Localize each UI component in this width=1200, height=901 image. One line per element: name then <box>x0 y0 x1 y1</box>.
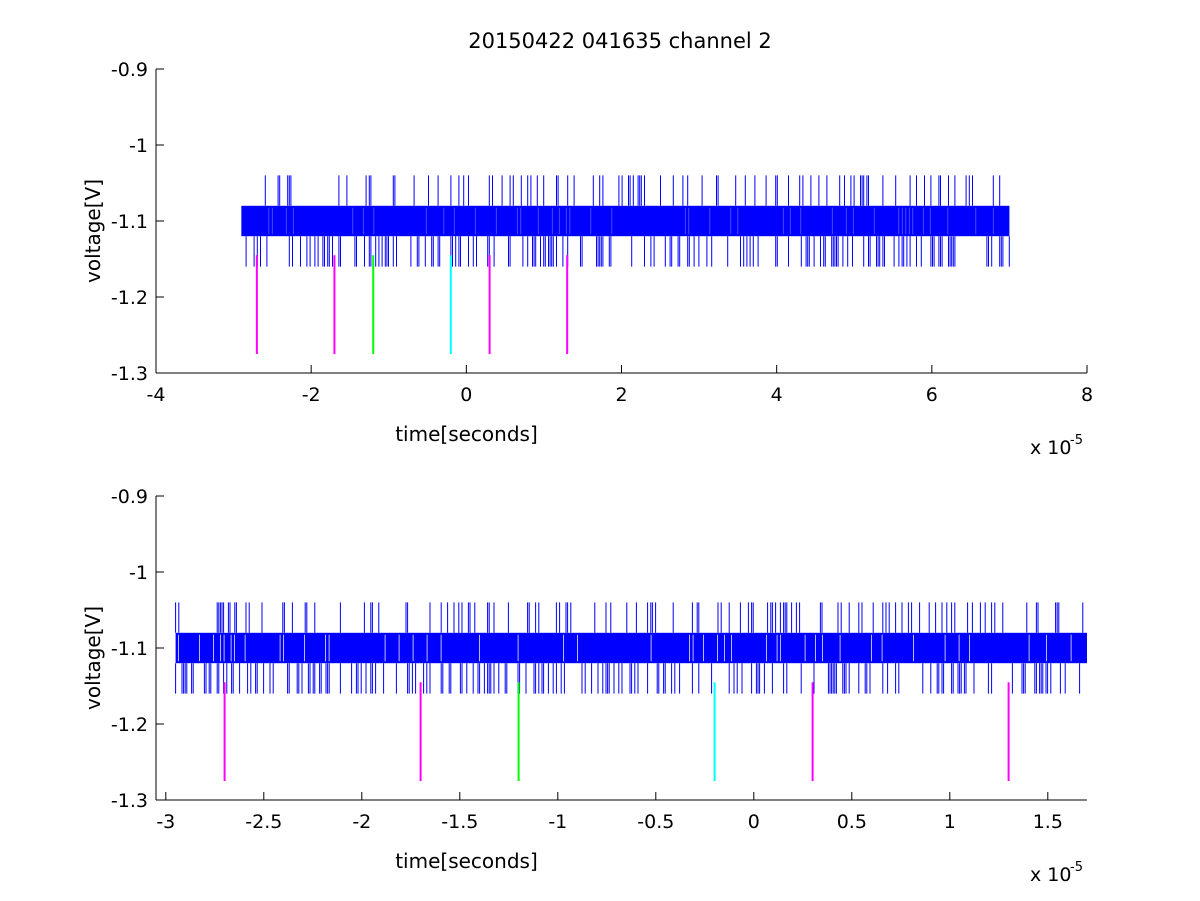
signal-band <box>241 205 1010 237</box>
x-tick-label: 2 <box>615 384 627 406</box>
plot-top: -4 -2 0 2 4 6 8 -0.9 -1 -1.1 -1.2 -1.3 time[seconds]… <box>81 59 1093 459</box>
y-tick-label: -1.3 <box>111 363 148 385</box>
y-tick-label: -1.3 <box>111 790 148 812</box>
x-exponent-label: x 10 <box>1030 437 1071 459</box>
signal-band <box>175 632 1088 664</box>
x-tick-label: -3 <box>156 811 175 833</box>
x-tick-label: 0 <box>748 811 760 833</box>
x-tick-label: 0 <box>460 384 472 406</box>
figure-title: 20150422 041635 channel 2 <box>468 29 772 53</box>
signal-texture <box>268 207 994 235</box>
x-exponent-value: -5 <box>1070 860 1083 875</box>
x-tick-label: -2.5 <box>245 811 282 833</box>
y-tick-label: -1.1 <box>111 638 148 660</box>
x-tick-label: -2 <box>352 811 371 833</box>
x-tick-label: -2 <box>302 384 321 406</box>
x-tick-label: -4 <box>147 384 166 406</box>
x-exponent-value: -5 <box>1070 433 1083 448</box>
x-tick-label: -0.5 <box>637 811 674 833</box>
y-tick-label: -1.1 <box>111 211 148 233</box>
x-axis-label: time[seconds] <box>395 422 538 446</box>
x-tick-label: 6 <box>926 384 938 406</box>
y-tick-label: -1.2 <box>111 287 148 309</box>
x-tick-label: 1.5 <box>1033 811 1063 833</box>
x-tick-label: 8 <box>1081 384 1093 406</box>
y-axis-label: voltage[V] <box>81 179 105 283</box>
y-tick-label: -1.2 <box>111 714 148 736</box>
signal-spikes <box>245 175 1010 267</box>
y-tick-label: -0.9 <box>111 486 148 508</box>
x-tick-label: -1.5 <box>441 811 478 833</box>
y-tick-label: -1 <box>129 135 148 157</box>
y-tick-label: -1 <box>129 562 148 584</box>
x-tick-label: 4 <box>771 384 783 406</box>
plot-bottom: -3 -2.5 -2 -1.5 -1 -0.5 0 0.5 1 1.5 -0.9 -1 -1.1 -1.2… <box>81 486 1088 886</box>
signal-spikes <box>175 602 1084 694</box>
x-exponent-label: x 10 <box>1030 864 1071 886</box>
signal-texture <box>178 634 1072 662</box>
y-tick-label: -0.9 <box>111 59 148 81</box>
x-tick-label: 1 <box>944 811 956 833</box>
x-tick-label: -1 <box>548 811 567 833</box>
y-axis-label: voltage[V] <box>81 606 105 710</box>
x-axis-label: time[seconds] <box>395 849 538 873</box>
x-tick-label: 0.5 <box>837 811 867 833</box>
